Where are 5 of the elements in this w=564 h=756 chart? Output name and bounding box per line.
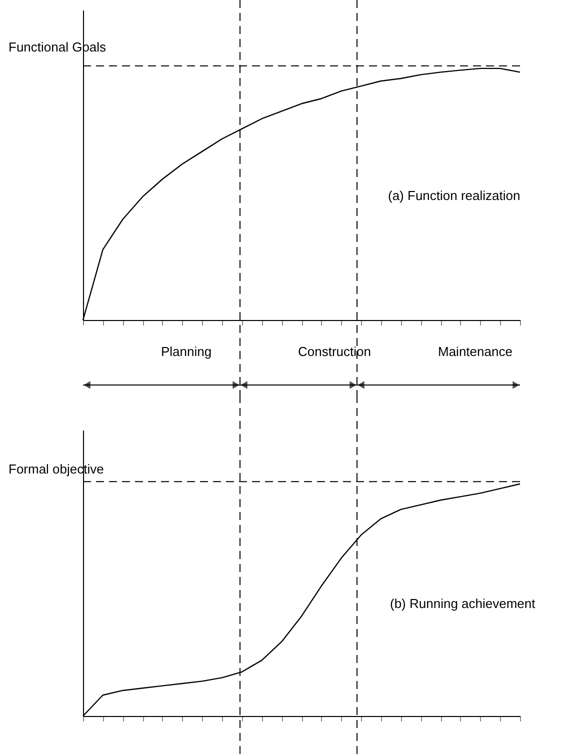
text: Maintenance — [438, 344, 512, 359]
text: Planning — [161, 344, 212, 359]
text: Construction — [298, 344, 371, 359]
annotation: (a) Function realization — [388, 188, 520, 203]
annotation: (b) Running achievement — [390, 596, 536, 611]
